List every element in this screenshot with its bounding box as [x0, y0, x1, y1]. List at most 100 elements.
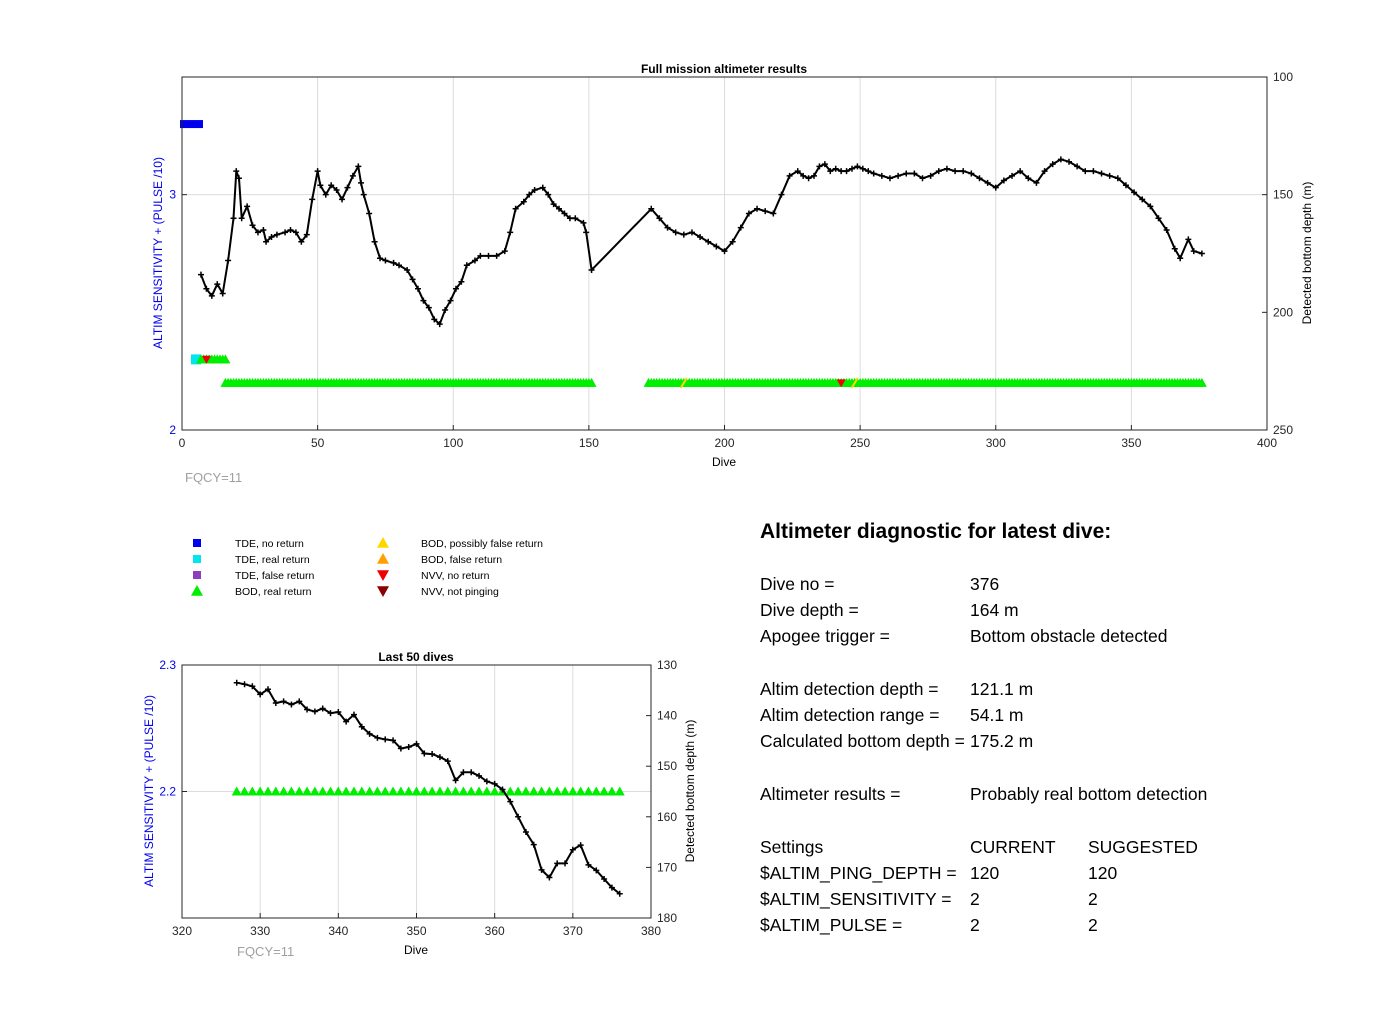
bottom-depth-point [260, 226, 267, 233]
main-chart-title: Full mission altimeter results [641, 62, 807, 76]
bottom-depth-point [1090, 168, 1097, 175]
bottom-depth-point [499, 786, 506, 793]
bottom-depth-point [249, 222, 256, 229]
ping-depth-label: $ALTIM_PING_DEPTH = [760, 863, 957, 883]
bottom-depth-point [903, 170, 910, 177]
y-left-tick-label: 3 [169, 188, 176, 202]
bottom-depth-point [550, 201, 557, 208]
x-tick-label: 150 [579, 436, 599, 450]
bottom-depth-point [485, 252, 492, 259]
bottom-depth-point [208, 292, 215, 299]
legend-marker [377, 537, 389, 548]
y-right-tick-label: 250 [1273, 423, 1293, 437]
bottom-depth-point [491, 780, 498, 787]
bottom-depth-point [404, 266, 411, 273]
zoom-y-axis-right: 130 140 150 160 170 180 [646, 658, 677, 925]
bottom-depth-point [254, 229, 261, 236]
bottom-depth-point [493, 252, 500, 259]
bottom-depth-point [697, 234, 704, 241]
ping-depth-suggested: 120 [1088, 863, 1118, 883]
bod-real-return-marker [586, 377, 597, 387]
bottom-depth-point [397, 745, 404, 752]
main-x-label: Dive [712, 455, 736, 469]
bottom-depth-point [409, 276, 416, 283]
main-chart: 0 50 100 150 200 250 300 350 400 23 100150200250… [151, 62, 1314, 485]
bottom-depth-point [1033, 179, 1040, 186]
bod-real-return-marker [520, 786, 531, 796]
bottom-depth-point [272, 699, 279, 706]
settings-label: Settings [760, 837, 824, 857]
bod-real-return-marker [239, 786, 250, 796]
x-tick-label: 340 [328, 924, 348, 938]
bottom-depth-point [770, 210, 777, 217]
bod-real-return-marker [458, 786, 469, 796]
dive-no-label: Dive no = [760, 574, 835, 594]
bottom-depth-point [1074, 163, 1081, 170]
bottom-depth-point [233, 168, 240, 175]
x-tick-label: 200 [714, 436, 734, 450]
y-left-tick-label: 2.3 [159, 658, 176, 672]
bottom-depth-point [396, 262, 402, 269]
bod-real-return-marker [427, 786, 438, 796]
bottom-depth-point [870, 170, 877, 177]
bottom-depth-point [197, 271, 204, 278]
x-tick-label: 330 [250, 924, 270, 938]
bottom-depth-point [287, 226, 294, 233]
x-tick-label: 300 [986, 436, 1006, 450]
bottom-depth-point [390, 737, 397, 744]
bod-real-return-marker [1196, 377, 1207, 387]
bottom-depth-point [263, 238, 270, 245]
bottom-depth-point [848, 165, 855, 172]
bottom-depth-point [554, 860, 561, 867]
tde-no-return-marker [180, 120, 203, 129]
bottom-depth-point [374, 734, 381, 741]
bod-real-return-marker [567, 786, 578, 796]
ping-depth-current: 120 [970, 863, 1000, 883]
bod-possibly-false-marker [850, 377, 859, 389]
bottom-depth-point [865, 168, 872, 175]
bottom-depth-point [1098, 170, 1105, 177]
bottom-depth-point [729, 238, 736, 245]
main-y-axis-right: 100 150 200 250 [1262, 70, 1293, 437]
bottom-depth-point [244, 203, 251, 210]
bottom-depth-point [656, 215, 663, 222]
x-tick-label: 250 [850, 436, 870, 450]
bottom-depth-point [349, 172, 356, 179]
legend-marker [193, 555, 201, 563]
main-depth-series [197, 156, 1205, 328]
legend-label: BOD, real return [235, 586, 312, 598]
bottom-depth-point [593, 867, 600, 874]
bottom-depth-point [520, 198, 527, 205]
bottom-depth-point [745, 210, 752, 217]
bottom-depth-point [1147, 203, 1154, 210]
bottom-depth-point [296, 698, 303, 705]
bod-real-return-marker [356, 786, 367, 796]
bod-possibly-false-marker [679, 377, 688, 389]
bottom-depth-point [737, 224, 744, 231]
bottom-depth-point [585, 861, 592, 868]
legend: TDE, no return TDE, real return TDE, false… [191, 537, 543, 598]
bottom-depth-point [366, 210, 373, 217]
bod-real-return-marker [575, 786, 586, 796]
bod-real-return-marker [552, 786, 563, 796]
dive-no-value: 376 [970, 574, 1000, 594]
pulse-current: 2 [970, 915, 980, 935]
main-y-axis-left: 23 [169, 188, 187, 437]
bottom-depth-point [562, 860, 569, 867]
pulse-suggested: 2 [1088, 915, 1098, 935]
bottom-depth-point [282, 229, 289, 236]
x-tick-label: 400 [1257, 436, 1277, 450]
dive-depth-label: Dive depth = [760, 600, 859, 620]
legend-marker [193, 571, 201, 579]
bottom-depth-point [588, 266, 595, 273]
bottom-depth-point [827, 168, 834, 175]
bottom-depth-point [1171, 245, 1178, 252]
bottom-depth-point [680, 231, 687, 238]
bod-real-return-marker [466, 786, 477, 796]
bottom-depth-point [288, 701, 295, 708]
bod-real-return-marker [419, 786, 430, 796]
bottom-depth-point [919, 175, 926, 182]
bottom-depth-point [794, 168, 801, 175]
bod-real-return-marker [247, 786, 258, 796]
sensitivity-suggested: 2 [1088, 889, 1098, 909]
